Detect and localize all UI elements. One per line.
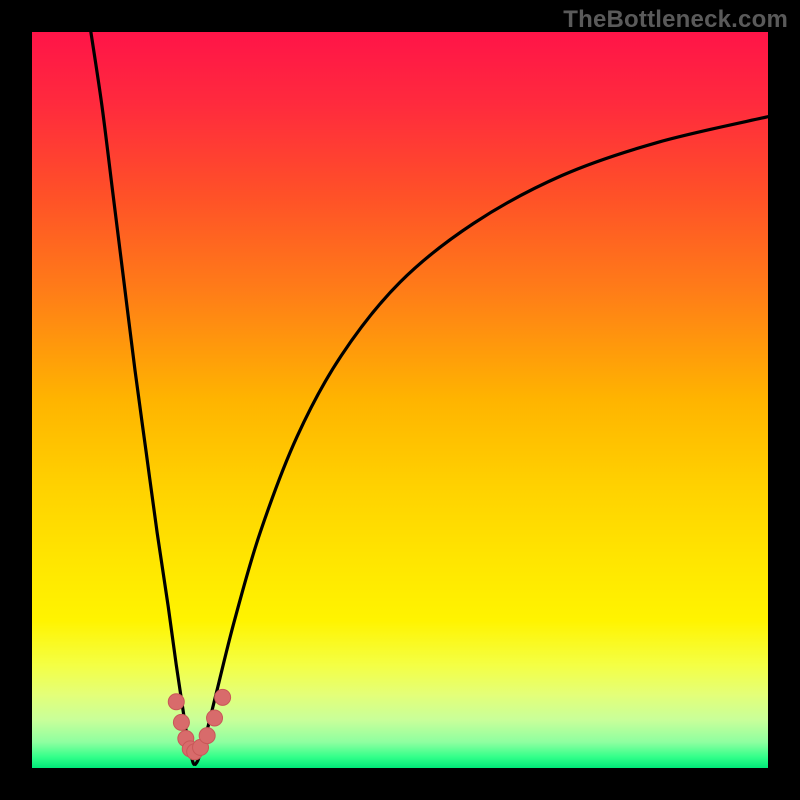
marker-dot [207,710,223,726]
marker-dot [199,728,215,744]
chart-svg [0,0,800,800]
marker-dot [168,694,184,710]
canvas: TheBottleneck.com [0,0,800,800]
marker-dot [215,689,231,705]
marker-dot [173,714,189,730]
